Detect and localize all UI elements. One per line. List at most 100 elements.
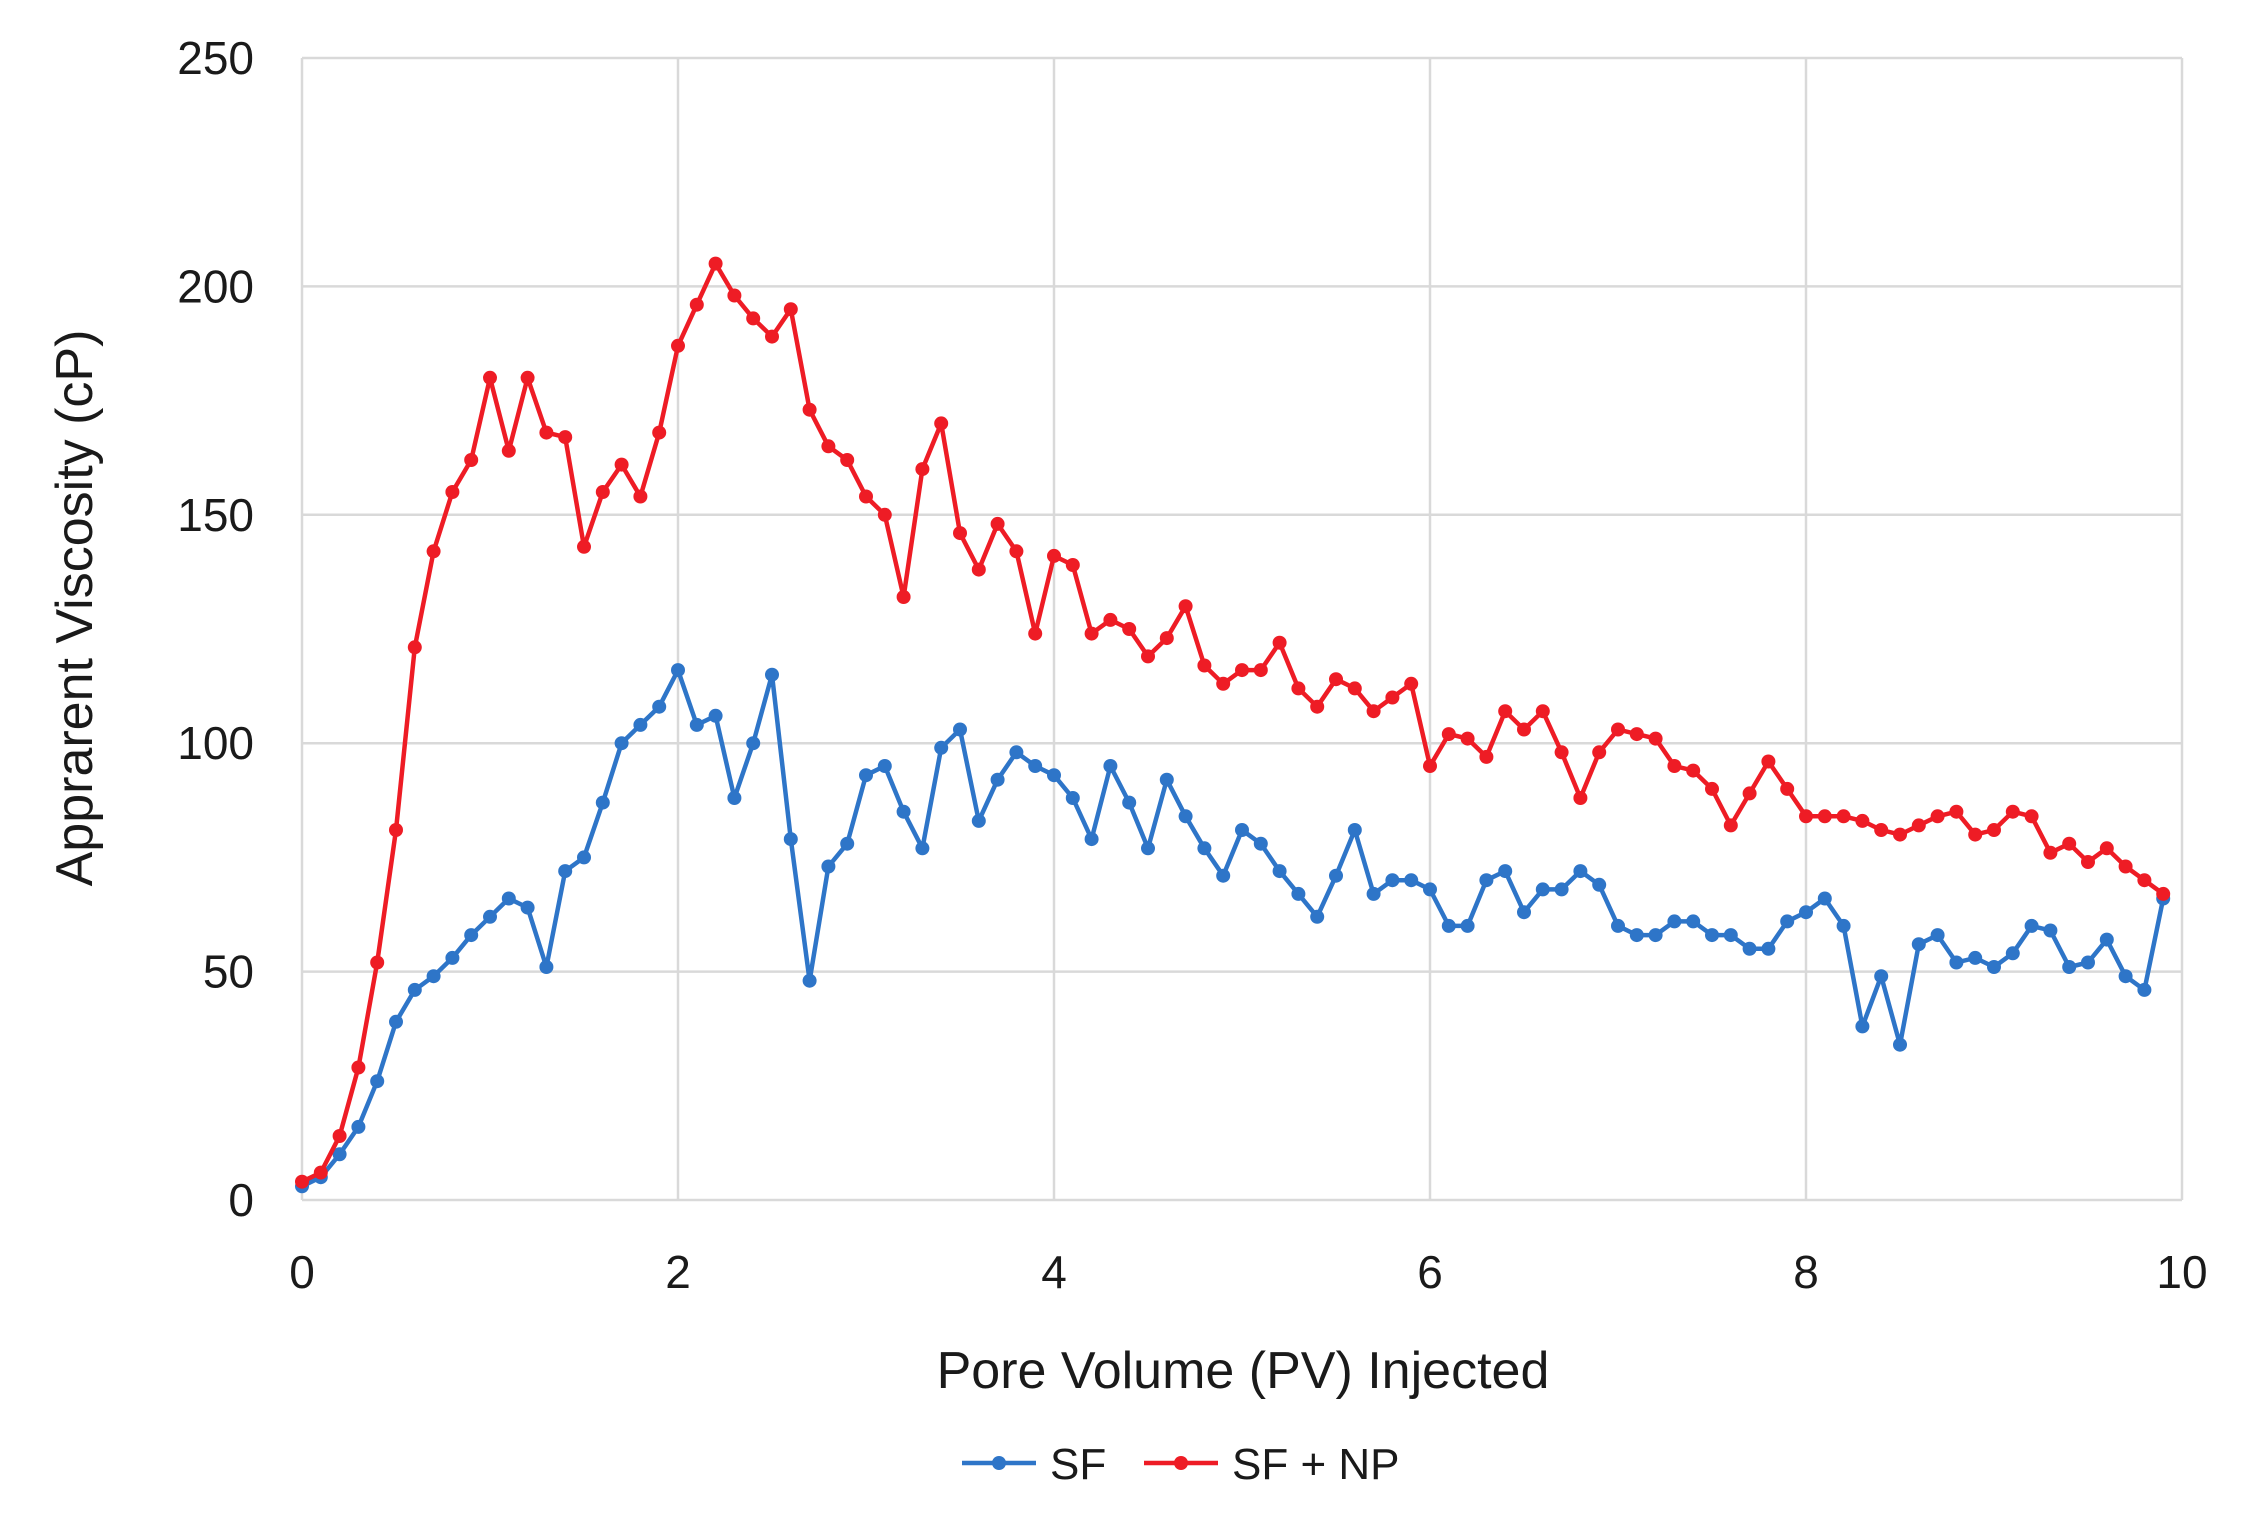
data-point-sf-np	[1385, 690, 1400, 705]
data-point-sf-np	[614, 457, 629, 472]
data-point-sf-np	[1723, 818, 1738, 833]
data-point-sf	[1535, 882, 1550, 897]
data-point-sf-np	[1629, 727, 1644, 742]
data-point-sf-np	[1310, 699, 1325, 714]
data-point-sf	[2062, 960, 2077, 974]
data-point-sf	[1836, 918, 1851, 933]
data-point-sf-np	[1705, 781, 1719, 796]
x-tick-label: 4	[1041, 1246, 1067, 1298]
data-point-sf-np	[483, 370, 497, 385]
data-point-sf-np	[1141, 649, 1155, 664]
data-point-sf	[1611, 918, 1625, 933]
data-point-sf-np	[727, 288, 742, 303]
data-point-sf-np	[351, 1060, 366, 1075]
data-point-sf-np	[633, 489, 648, 504]
data-point-sf-np	[783, 302, 798, 317]
data-point-sf-np	[389, 823, 403, 837]
data-point-sf-np	[915, 462, 930, 477]
data-point-sf	[1178, 809, 1193, 824]
data-point-sf	[370, 1074, 385, 1089]
data-point-sf-np	[1911, 818, 1926, 833]
data-point-sf-np	[1272, 635, 1287, 650]
data-point-sf-np	[539, 425, 554, 440]
data-point-sf	[1197, 841, 1212, 856]
data-point-sf-np	[1817, 809, 1832, 824]
x-axis-title: Pore Volume (PV) Injected	[937, 1342, 1550, 1400]
tick-labels: 0 50 100 150 200 250 0 2 4 6 8 10	[177, 32, 2207, 1298]
y-tick-label: 200	[177, 260, 254, 312]
data-point-sf-np	[426, 544, 441, 559]
data-point-sf	[1799, 905, 1813, 920]
data-point-sf-np	[1329, 672, 1343, 687]
data-point-sf	[934, 740, 949, 755]
data-point-sf-np	[1592, 745, 1607, 760]
data-point-sf	[1253, 836, 1268, 851]
data-point-sf-np	[1799, 809, 1813, 824]
data-point-sf	[652, 699, 667, 714]
data-point-sf-np	[1366, 704, 1381, 719]
data-point-sf	[1216, 868, 1231, 883]
data-point-sf	[765, 667, 779, 682]
data-point-sf-np	[840, 453, 855, 467]
y-tick-label: 250	[177, 32, 254, 84]
legend-label: SF + NP	[1232, 1440, 1400, 1489]
data-point-sf-np	[2081, 855, 2095, 869]
x-tick-label: 10	[2156, 1246, 2207, 1298]
x-tick-label: 6	[1417, 1246, 1443, 1298]
data-point-sf-np	[332, 1129, 347, 1143]
data-point-sf-np	[2043, 845, 2058, 860]
data-point-sf-np	[953, 526, 967, 541]
data-point-sf	[1554, 882, 1569, 897]
legend: SF SF + NP	[962, 1440, 1400, 1489]
data-point-sf	[389, 1014, 403, 1029]
data-point-sf	[1347, 823, 1362, 837]
data-point-sf-np	[313, 1165, 328, 1180]
data-point-sf	[1291, 886, 1306, 901]
data-point-sf	[953, 722, 967, 737]
data-point-sf-np	[407, 640, 422, 655]
data-point-sf-np	[689, 297, 704, 312]
data-point-sf	[1498, 864, 1513, 879]
data-point-sf	[1141, 841, 1155, 856]
y-tick-label: 50	[203, 946, 254, 998]
x-tick-label: 8	[1793, 1246, 1819, 1298]
data-point-sf	[1949, 955, 1964, 970]
data-point-sf	[783, 832, 798, 847]
data-point-sf	[1009, 745, 1024, 760]
data-point-sf-np	[765, 329, 779, 344]
data-point-sf-np	[1761, 754, 1776, 769]
data-point-sf-np	[1667, 759, 1682, 773]
data-point-sf	[1667, 914, 1682, 929]
data-point-sf-np	[990, 516, 1005, 531]
data-point-sf	[614, 736, 629, 751]
data-point-sf-np	[1554, 745, 1569, 760]
data-point-sf-np	[877, 507, 892, 522]
legend-label: SF	[1050, 1440, 1106, 1489]
data-point-sf-np	[1178, 599, 1193, 614]
data-point-sf-np	[370, 955, 385, 970]
data-point-sf	[1629, 928, 1644, 943]
data-point-sf-np	[1611, 722, 1625, 737]
data-point-sf	[2043, 923, 2058, 938]
data-point-sf	[708, 708, 723, 723]
data-point-sf-np	[1028, 626, 1043, 641]
data-point-sf	[558, 864, 573, 879]
data-point-sf-np	[1836, 809, 1851, 824]
data-point-sf-np	[802, 402, 817, 417]
data-point-sf	[520, 900, 535, 915]
data-point-sf	[1272, 864, 1287, 879]
data-point-sf-np	[1404, 676, 1419, 691]
data-point-sf-np	[1122, 622, 1137, 636]
data-point-sf	[1235, 823, 1249, 837]
data-point-sf	[1028, 759, 1043, 773]
data-point-sf	[445, 950, 460, 965]
data-point-sf	[1874, 969, 1889, 984]
data-point-sf	[2005, 946, 2020, 961]
data-point-sf	[840, 836, 855, 851]
data-point-sf-np	[1517, 722, 1531, 737]
data-point-sf	[1404, 873, 1419, 888]
data-point-sf	[1122, 795, 1137, 810]
data-point-sf	[2081, 955, 2095, 970]
data-point-sf	[990, 772, 1005, 787]
